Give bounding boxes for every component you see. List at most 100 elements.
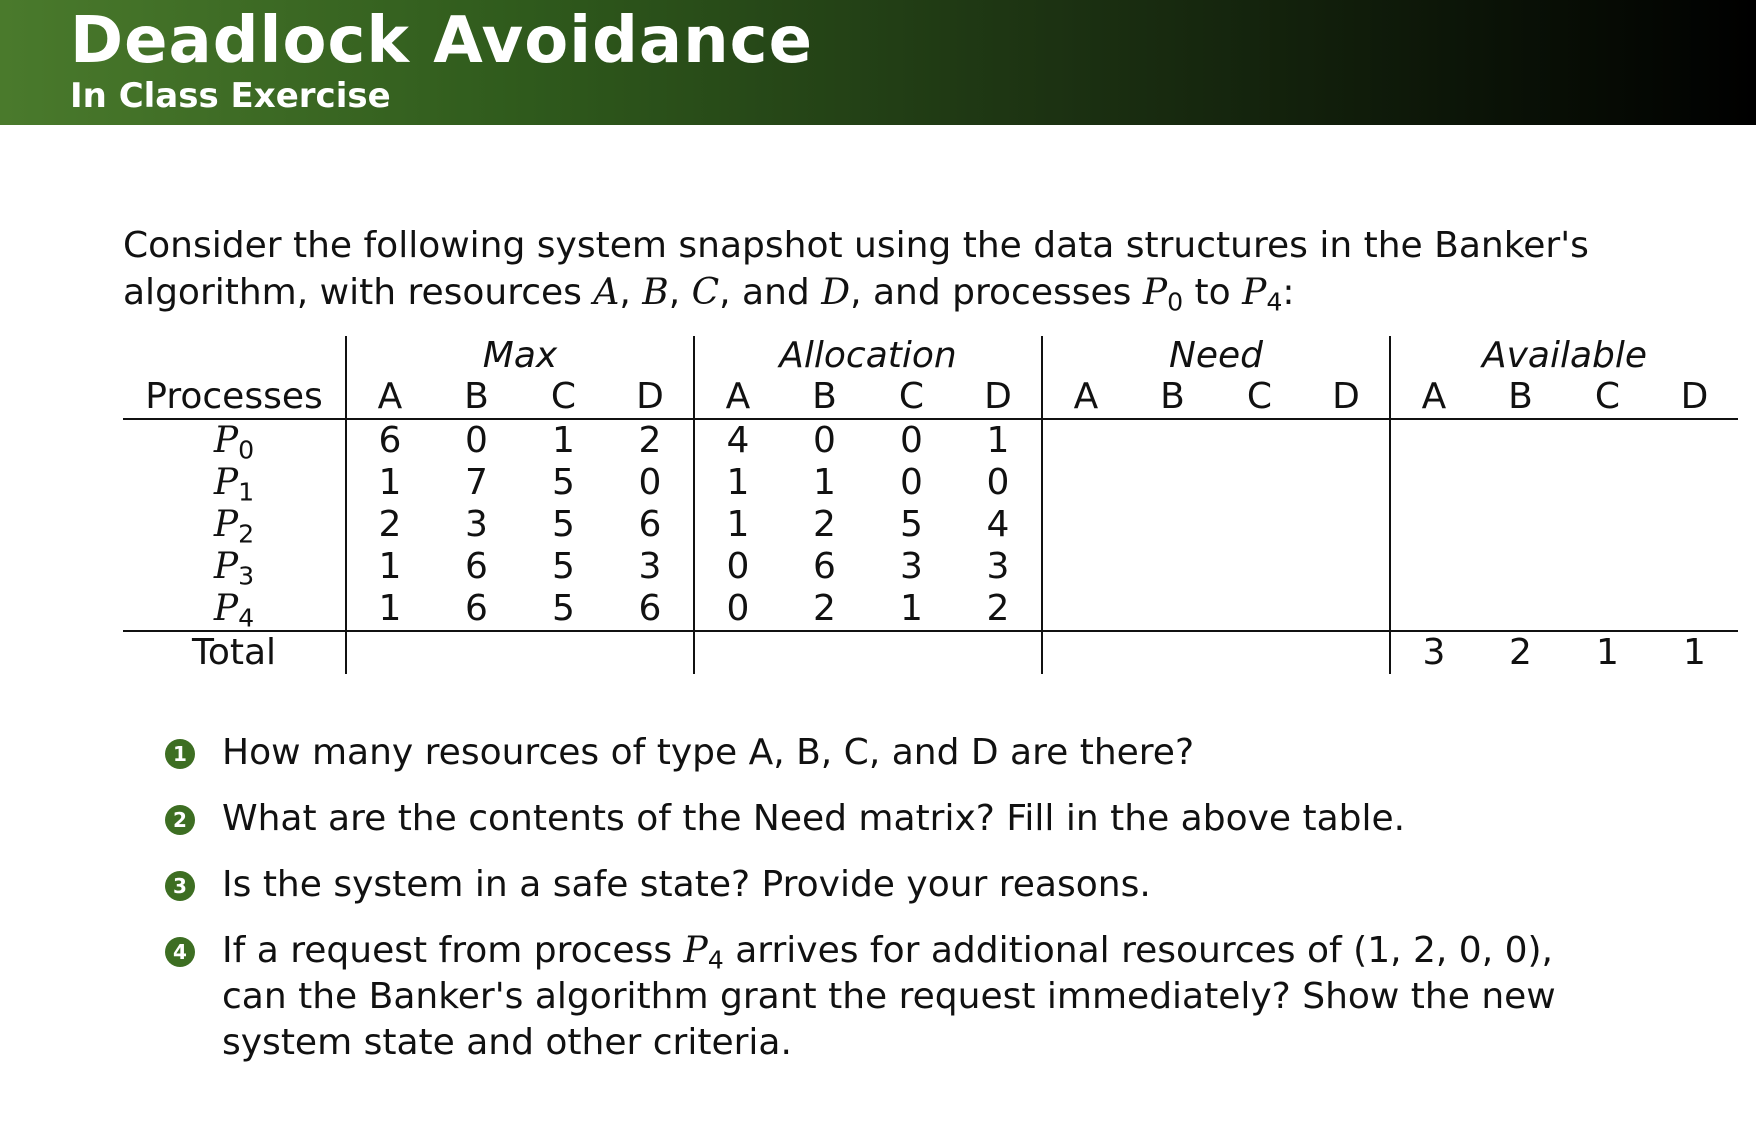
process-label: P1 — [123, 462, 346, 504]
slide-header: Deadlock Avoidance In Class Exercise — [0, 0, 1756, 125]
alloc-cell: 3 — [986, 546, 1010, 587]
max-cell: 5 — [552, 588, 575, 629]
slide-title: Deadlock Avoidance — [70, 4, 813, 78]
col-avail-a: A — [1389, 376, 1477, 420]
need-cell — [1041, 546, 1129, 588]
question-number-badge: 4 — [165, 937, 195, 967]
col-need-b: B — [1129, 376, 1216, 420]
process-first: P — [1142, 272, 1168, 313]
max-cell: 1 — [345, 588, 433, 631]
group-header-row: Max Allocation Need Available — [123, 336, 1738, 376]
max-cell: 0 — [465, 420, 488, 461]
need-cell — [1129, 419, 1216, 462]
total-alloc-cell — [781, 630, 868, 674]
total-row: Total 3 2 1 1 — [123, 630, 1738, 674]
need-cell — [1303, 419, 1390, 462]
alloc-cell: 2 — [986, 588, 1010, 629]
question-list: 1 How many resources of type A, B, C, an… — [160, 730, 1620, 1086]
question-process: P — [683, 930, 708, 971]
processes-header: Processes — [123, 376, 346, 420]
process-name: P — [213, 588, 239, 629]
need-cell — [1129, 462, 1216, 504]
process-name: P — [213, 420, 239, 461]
alloc-cell: 1 — [986, 420, 1010, 461]
question-number-badge: 3 — [165, 871, 195, 901]
question-item: 1 How many resources of type A, B, C, an… — [160, 730, 1620, 776]
resource-a: A — [593, 272, 620, 313]
alloc-cell: 0 — [813, 420, 836, 461]
available-cell — [1564, 504, 1651, 546]
process-name: P — [213, 462, 239, 503]
resource-d: D — [821, 272, 851, 313]
need-cell — [1216, 419, 1303, 462]
need-cell — [1216, 546, 1303, 588]
process-name: P — [213, 504, 239, 545]
available-cell — [1389, 504, 1477, 546]
question-item: 4 If a request from process P4 arrives f… — [160, 928, 1620, 1066]
max-cell: 2 — [345, 504, 433, 546]
need-cell — [1216, 504, 1303, 546]
max-cell: 2 — [638, 420, 662, 461]
need-cell — [1303, 588, 1390, 631]
total-need-cell — [1129, 630, 1216, 674]
intro-text: , — [619, 272, 643, 313]
intro-line-2: algorithm, with resources A, B, C, and D… — [123, 269, 1623, 316]
alloc-cell: 3 — [900, 546, 923, 587]
need-cell — [1129, 504, 1216, 546]
max-cell: 6 — [465, 546, 488, 587]
col-alloc-d: D — [955, 376, 1042, 420]
alloc-cell: 1 — [813, 462, 836, 503]
table-row: P3 1 6 5 3 0 6 3 3 — [123, 546, 1738, 588]
col-max-c: C — [520, 376, 607, 420]
column-header-row: Processes A B C D A B C D A B C D A B C … — [123, 376, 1738, 420]
max-cell: 5 — [552, 462, 575, 503]
table-row: P0 6 0 1 2 4 0 0 1 — [123, 419, 1738, 462]
question-text: How many resources of type A, B, C, and … — [222, 732, 1195, 773]
question-text: What are the contents of the Need matrix… — [222, 798, 1406, 839]
alloc-cell: 1 — [693, 462, 781, 504]
intro-line-1: Consider the following system snapshot u… — [123, 222, 1623, 269]
total-label: Total — [123, 630, 346, 674]
group-need: Need — [1041, 336, 1390, 376]
intro-paragraph: Consider the following system snapshot u… — [123, 222, 1623, 316]
resource-c: C — [691, 272, 720, 313]
need-cell — [1041, 588, 1129, 631]
max-cell: 3 — [465, 504, 488, 545]
process-subscript: 3 — [238, 561, 255, 591]
max-cell: 1 — [345, 546, 433, 588]
question-text: Is the system in a safe state? Provide y… — [222, 864, 1151, 905]
need-cell — [1041, 419, 1129, 462]
col-alloc-c: C — [868, 376, 955, 420]
max-cell: 0 — [638, 462, 662, 503]
max-cell: 6 — [345, 419, 433, 462]
available-cell — [1564, 462, 1651, 504]
total-need-cell — [1041, 630, 1129, 674]
alloc-cell: 5 — [900, 504, 923, 545]
max-cell: 6 — [465, 588, 488, 629]
total-max-cell — [433, 630, 520, 674]
intro-text: to — [1183, 272, 1243, 313]
need-cell — [1129, 588, 1216, 631]
table-row: P1 1 7 5 0 1 1 0 0 — [123, 462, 1738, 504]
available-b-value: 2 — [1477, 630, 1564, 674]
total-alloc-cell — [955, 630, 1042, 674]
process-first-subscript: 0 — [1167, 287, 1184, 317]
question-number-badge: 2 — [165, 805, 195, 835]
alloc-cell: 0 — [900, 420, 923, 461]
max-cell: 1 — [345, 462, 433, 504]
col-avail-b: B — [1477, 376, 1564, 420]
total-need-cell — [1303, 630, 1390, 674]
total-max-cell — [607, 630, 694, 674]
available-cell — [1477, 504, 1564, 546]
total-max-cell — [520, 630, 607, 674]
resource-b: B — [642, 272, 669, 313]
available-cell — [1477, 588, 1564, 631]
max-cell: 1 — [552, 420, 575, 461]
max-cell: 6 — [638, 588, 662, 629]
question-item: 3 Is the system in a safe state? Provide… — [160, 862, 1620, 908]
question-text: arrives for additional resources of — [723, 930, 1354, 971]
total-need-cell — [1216, 630, 1303, 674]
need-cell — [1041, 462, 1129, 504]
question-number-badge: 1 — [165, 739, 195, 769]
available-cell — [1389, 546, 1477, 588]
